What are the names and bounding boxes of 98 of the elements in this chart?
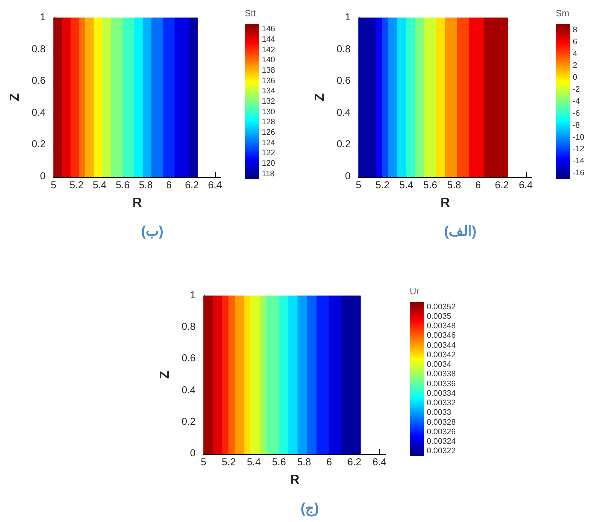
color-bar-label: 0.00328 bbox=[427, 418, 456, 427]
color-bar-title: Ur bbox=[410, 286, 420, 296]
x-tick-label: 5.8 bbox=[447, 180, 462, 192]
y-tick-label: 0.6 bbox=[32, 76, 46, 88]
color-bar-label: 0.00348 bbox=[427, 322, 456, 331]
y-tick-label: 0.2 bbox=[336, 140, 352, 151]
x-tick-label: 6.4 bbox=[208, 180, 223, 192]
y-tick-label: 0.8 bbox=[336, 44, 352, 56]
y-tick-label: 1 bbox=[190, 290, 196, 302]
color-bar-label: 0.00324 bbox=[427, 437, 456, 446]
y-axis-title: Z bbox=[157, 370, 172, 379]
y-tick-label: 0 bbox=[190, 448, 196, 460]
x-tick-label: 5.2 bbox=[376, 180, 390, 192]
x-tick-label: 5.4 bbox=[92, 180, 108, 192]
x-tick-label: 5 bbox=[356, 180, 362, 192]
color-bar-label: 0.00326 bbox=[427, 427, 456, 436]
color-bar-title: Stt bbox=[245, 8, 257, 18]
x-tick-label: 5 bbox=[51, 180, 58, 192]
x-tick-label: 6.4 bbox=[519, 180, 534, 192]
color-bar-label: -12 bbox=[573, 144, 586, 154]
color-bar-label: 140 bbox=[262, 56, 276, 65]
y-tick-label: 0 bbox=[40, 172, 46, 182]
x-axis-title: R bbox=[132, 194, 143, 210]
color-bar-label: 138 bbox=[262, 66, 276, 75]
y-tick-label: 1 bbox=[345, 12, 352, 24]
y-tick-label: 0.8 bbox=[182, 322, 196, 334]
color-bar-label: 0.00322 bbox=[427, 446, 456, 456]
color-bar-label: 122 bbox=[262, 148, 276, 158]
color-bar-label: 134 bbox=[262, 86, 276, 96]
y-tick-label: 0.4 bbox=[32, 108, 46, 119]
y-tick-label: 0.2 bbox=[182, 416, 196, 428]
color-bar-label: 146 bbox=[262, 24, 276, 34]
color-bar-label: -2 bbox=[573, 85, 581, 94]
x-tick-label: 5.8 bbox=[139, 180, 154, 192]
color-bar-label: 136 bbox=[262, 76, 276, 86]
color-bar-label: -6 bbox=[573, 108, 581, 118]
x-tick-label: 5.2 bbox=[222, 458, 236, 468]
x-tick-label: 5.2 bbox=[70, 180, 84, 192]
x-tick-label: 6.4 bbox=[372, 458, 388, 468]
y-tick-label: 0.6 bbox=[336, 76, 352, 88]
color-bar-label: 118 bbox=[262, 169, 276, 178]
color-bar-label: -10 bbox=[573, 132, 586, 142]
x-tick-label: 6.2 bbox=[348, 458, 362, 468]
color-bar-label: 6 bbox=[573, 37, 578, 46]
x-axis-title: R bbox=[290, 472, 300, 487]
color-bar-label: 0 bbox=[573, 73, 578, 82]
x-tick-label: 6 bbox=[326, 458, 333, 468]
x-tick-label: 6.2 bbox=[495, 180, 510, 192]
color-bar-label: 8 bbox=[573, 25, 578, 34]
color-bar-label: 132 bbox=[262, 97, 276, 106]
color-bar-label: -8 bbox=[573, 120, 581, 130]
x-tick-label: 5.4 bbox=[400, 180, 414, 192]
color-bar-label: 4 bbox=[573, 49, 578, 58]
color-bar-label: 128 bbox=[262, 118, 276, 127]
color-bar-title: Sm bbox=[556, 8, 570, 18]
x-tick-label: 5.8 bbox=[297, 458, 312, 468]
text: (الف) bbox=[444, 223, 477, 239]
color-bar-label: -16 bbox=[573, 168, 586, 178]
y-axis-title: Z bbox=[312, 93, 327, 102]
color-bar-label: -14 bbox=[573, 156, 586, 166]
x-tick-label: 5.6 bbox=[272, 458, 287, 468]
x-tick-label: 5 bbox=[201, 458, 208, 468]
color-bar-label: 0.00336 bbox=[427, 379, 456, 388]
color-bar-label: 144 bbox=[262, 35, 276, 44]
color-bar-label: 142 bbox=[262, 45, 276, 54]
x-tick-label: 5.4 bbox=[247, 458, 262, 468]
y-tick-label: 0.4 bbox=[336, 108, 352, 119]
color-bar-label: 0.00342 bbox=[427, 350, 456, 360]
y-tick-label: 1 bbox=[40, 12, 46, 24]
x-axis-title: R bbox=[440, 194, 451, 210]
color-bar-label: 126 bbox=[262, 128, 276, 137]
color-bar-label: 0.00346 bbox=[427, 331, 456, 340]
x-tick-label: 5.6 bbox=[424, 180, 438, 192]
x-tick-label: 5.6 bbox=[116, 180, 130, 192]
y-tick-label: 0.2 bbox=[32, 140, 46, 151]
color-bar-label: -4 bbox=[573, 97, 581, 106]
color-bar-label: 0.00334 bbox=[427, 388, 456, 398]
y-tick-label: 0.4 bbox=[182, 385, 196, 396]
text: (ج) bbox=[300, 500, 320, 517]
y-tick-label: 0 bbox=[345, 172, 352, 182]
color-bar-label: 124 bbox=[262, 138, 276, 148]
y-tick-label: 0.6 bbox=[182, 354, 196, 365]
color-bar-label: 0.00344 bbox=[427, 340, 456, 350]
x-tick-label: 6 bbox=[166, 180, 172, 192]
color-bar-label: 0.0033 bbox=[427, 408, 452, 418]
color-bar-label: 0.0034 bbox=[427, 360, 452, 370]
x-tick-label: 6 bbox=[475, 180, 482, 192]
y-tick-label: 0.8 bbox=[32, 44, 46, 56]
y-axis-title: Z bbox=[7, 93, 22, 102]
color-bar-label: 130 bbox=[262, 107, 276, 116]
color-bar-label: 120 bbox=[262, 159, 276, 168]
color-bar-label: 0.00332 bbox=[427, 398, 456, 408]
color-bar-label: 0.0035 bbox=[427, 312, 452, 321]
color-bar-label: 0.00338 bbox=[427, 370, 456, 379]
color-bar-label: 2 bbox=[573, 61, 578, 70]
text: (ب) bbox=[141, 223, 164, 239]
x-tick-label: 6.2 bbox=[185, 180, 200, 192]
color-bar-label: 0.00352 bbox=[427, 302, 456, 312]
